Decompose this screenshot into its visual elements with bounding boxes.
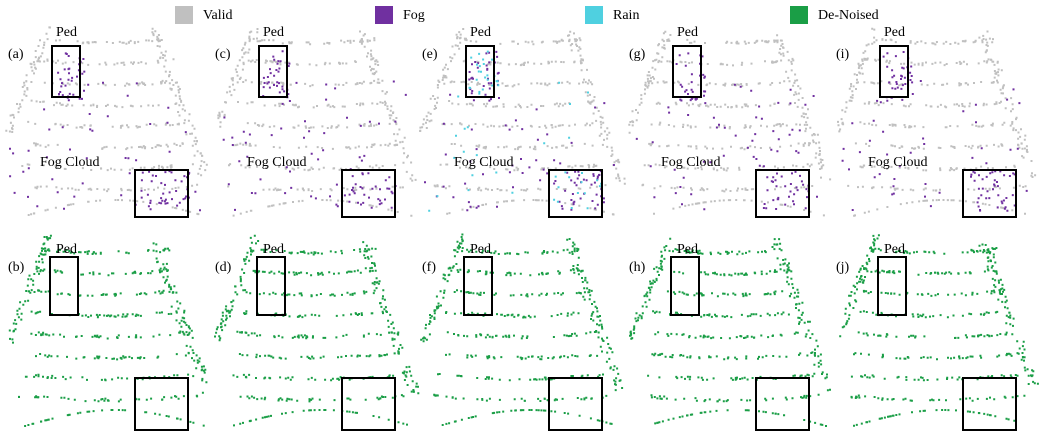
cloud-box <box>549 378 602 430</box>
panel-label: (b) <box>8 260 25 275</box>
denoised-points <box>629 238 831 427</box>
cloud-label: Fog Cloud <box>40 155 100 170</box>
noise-points <box>223 50 407 211</box>
ped-box <box>671 257 699 315</box>
ped-box <box>257 257 285 315</box>
panel-label: (j) <box>836 260 850 275</box>
panel-label: (d) <box>215 260 232 275</box>
ped-label: Ped <box>56 25 77 40</box>
panel-label: (a) <box>8 47 24 62</box>
noise-points <box>424 51 615 211</box>
legend-label: Fog <box>403 8 425 23</box>
cloud-label: Fog Cloud <box>247 155 307 170</box>
panel-label: (f) <box>422 260 436 275</box>
ped-label: Ped <box>677 242 698 257</box>
valid-points <box>5 26 208 216</box>
legend-swatch <box>585 6 603 24</box>
ped-label: Ped <box>263 242 284 257</box>
cloud-box <box>135 378 188 430</box>
valid-points <box>419 28 626 216</box>
legend-label: De-Noised <box>818 8 879 23</box>
denoised-points <box>420 234 623 427</box>
cloud-label: Fog Cloud <box>868 155 928 170</box>
legend-label: Rain <box>613 8 639 23</box>
legend-swatch <box>790 6 808 24</box>
ped-box <box>878 257 906 315</box>
valid-points <box>837 28 1036 217</box>
panel-label: (h) <box>629 260 646 275</box>
ped-label: Ped <box>56 242 77 257</box>
cloud-box <box>342 170 395 217</box>
ped-box <box>464 257 492 315</box>
cloud-box <box>756 378 809 430</box>
valid-points <box>628 31 831 217</box>
ped-box <box>50 257 78 315</box>
ped-label: Ped <box>470 25 491 40</box>
cloud-box <box>963 378 1016 430</box>
ped-label: Ped <box>884 242 905 257</box>
panel-label: (c) <box>215 47 231 62</box>
figure: Valid Fog Rain De-Noised (a) Ped Fog Cloud (c) P… <box>0 0 1052 442</box>
rain-points <box>428 51 603 212</box>
ped-label: Ped <box>470 242 491 257</box>
cloud-label: Fog Cloud <box>661 155 721 170</box>
panel-label: (i) <box>836 47 850 62</box>
cloud-box <box>135 170 188 217</box>
denoised-points <box>9 235 208 427</box>
ped-label: Ped <box>263 25 284 40</box>
legend-label: Valid <box>203 8 233 23</box>
legend-swatch <box>175 6 193 24</box>
cloud-label: Fog Cloud <box>454 155 514 170</box>
ped-label: Ped <box>884 25 905 40</box>
denoised-points <box>839 234 1039 426</box>
noise-points <box>636 52 818 210</box>
denoised-points <box>214 235 419 427</box>
cloud-box <box>342 378 395 430</box>
ped-box <box>880 46 908 97</box>
legend-swatch <box>375 6 393 24</box>
panel-label: (e) <box>422 47 438 62</box>
panel-label: (g) <box>629 47 646 62</box>
ped-label: Ped <box>677 25 698 40</box>
